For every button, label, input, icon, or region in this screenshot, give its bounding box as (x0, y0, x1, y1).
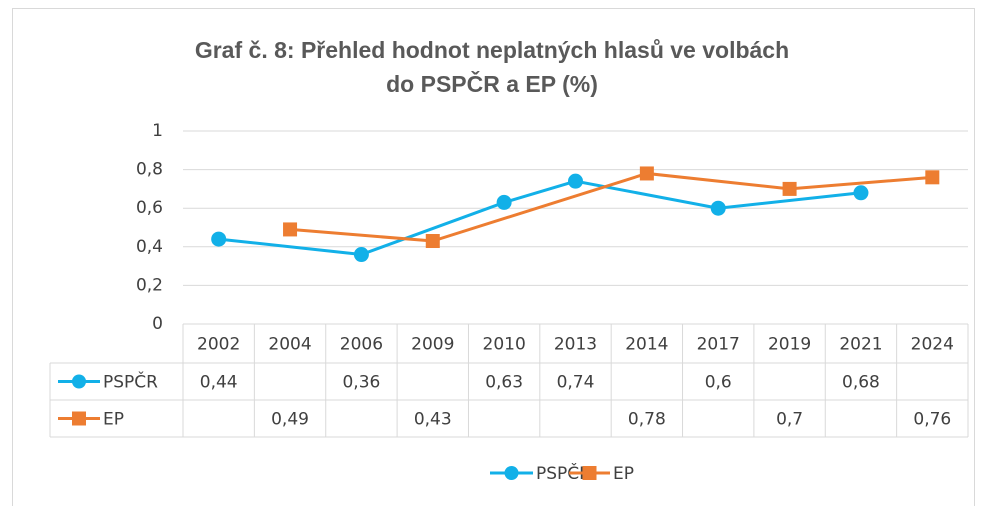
marker (425, 234, 440, 249)
legend-label: PSPČR (103, 371, 158, 393)
x-tick-label: 2004 (268, 335, 311, 355)
table-value: 0,78 (628, 410, 666, 430)
marker (504, 466, 519, 480)
marker (710, 200, 726, 216)
marker (72, 411, 86, 426)
marker (283, 222, 298, 237)
table-value: 0,49 (271, 410, 309, 430)
marker (782, 181, 797, 196)
x-tick-label: 2013 (554, 335, 597, 355)
table-value: 0,44 (200, 373, 238, 393)
marker (72, 374, 86, 389)
x-tick-label: 2021 (839, 335, 882, 355)
marker (496, 194, 512, 210)
table-value: 0,6 (705, 373, 732, 393)
legend-label: PSPČR (536, 462, 591, 484)
marker (582, 466, 597, 480)
x-tick-label: 2002 (197, 335, 240, 355)
table-value: 0,76 (913, 410, 951, 430)
marker (639, 166, 654, 181)
y-tick-label: 0,4 (136, 237, 163, 257)
chart-title: Graf č. 8: Přehled hodnot neplatných hla… (195, 37, 789, 97)
x-tick-label: 2006 (340, 335, 383, 355)
series-line (218, 179, 862, 257)
table-value: 0,74 (557, 373, 595, 393)
marker (353, 247, 369, 263)
y-tick-label: 0,6 (136, 198, 163, 218)
x-tick-label: 2017 (697, 335, 740, 355)
y-tick-label: 0 (152, 314, 163, 334)
legend-label: EP (103, 410, 124, 430)
y-tick-label: 0,8 (136, 160, 163, 180)
y-tick-label: 1 (152, 121, 163, 141)
y-tick-label: 0,2 (136, 275, 163, 295)
marker (853, 185, 869, 201)
x-tick-label: 2019 (768, 335, 811, 355)
marker (211, 231, 227, 247)
x-tick-label: 2010 (483, 335, 526, 355)
chart-border (12, 8, 975, 506)
table-value: 0,36 (342, 373, 380, 393)
marker (568, 173, 583, 189)
x-tick-label: 2024 (911, 335, 954, 355)
marker (925, 170, 940, 185)
x-tick-label: 2009 (411, 335, 454, 355)
table-value: 0,7 (776, 410, 803, 430)
table-value: 0,43 (414, 410, 452, 430)
table-value: 0,63 (485, 373, 523, 393)
legend-label: EP (613, 464, 634, 484)
table-value: 0,68 (842, 373, 880, 393)
x-tick-label: 2014 (625, 335, 668, 355)
